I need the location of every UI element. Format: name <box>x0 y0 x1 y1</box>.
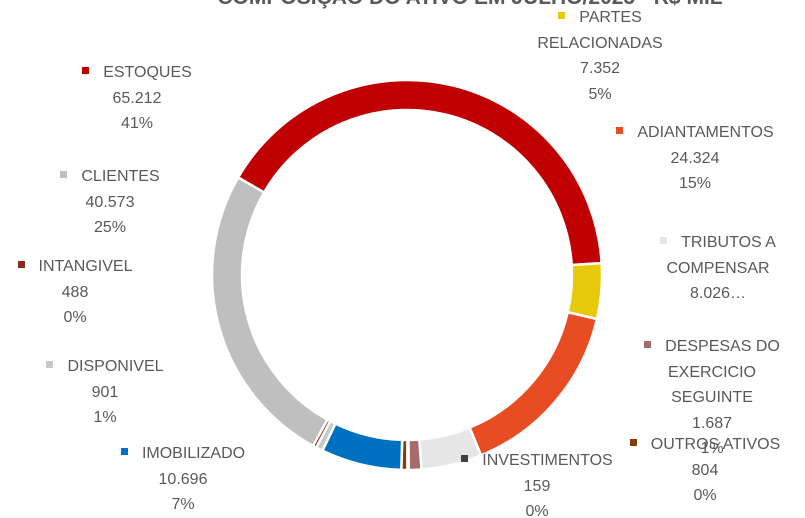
value-label: 40.573 <box>85 193 135 211</box>
slice <box>210 175 330 448</box>
data-label: IMOBILIZADO 10.696 7% <box>83 441 283 518</box>
data-label: CLIENTES 40.573 25% <box>10 164 210 241</box>
slice <box>566 261 604 321</box>
slice <box>236 78 603 267</box>
data-label: DISPONIVEL 901 1% <box>5 354 205 431</box>
category-name: INVESTIMENTOS <box>482 452 613 469</box>
percent-label: 0% <box>693 487 717 504</box>
value-label: 65.212 <box>112 89 162 107</box>
slice <box>320 421 404 472</box>
label-name: IMOBILIZADO <box>120 441 246 467</box>
label-name: PARTES RELACIONADAS <box>520 5 680 56</box>
label-name: DISPONIVEL <box>46 354 164 380</box>
legend-swatch <box>120 448 128 456</box>
label-name: OUTROS ATIVOS <box>629 432 781 458</box>
label-name: ADIANTAMENTOS <box>616 120 774 146</box>
chart-title: COMPOSIÇÃO DO ATIVO EM JULHO/2025 - R$ M… <box>0 0 805 10</box>
value-label: 159 <box>523 477 551 495</box>
data-label: DESPESAS DO EXERCICIO SEGUINTE 1.687 1% <box>642 334 782 462</box>
category-name: ADIANTAMENTOS <box>637 124 774 141</box>
legend-swatch <box>616 127 624 135</box>
slice <box>407 438 423 472</box>
label-name: ESTOQUES <box>82 60 192 86</box>
data-label: PARTES RELACIONADAS 7.352 5% <box>520 5 680 107</box>
percent-label: 1% <box>93 409 117 426</box>
legend-swatch <box>461 455 469 463</box>
legend-swatch <box>660 237 668 245</box>
percent-label: 7% <box>171 496 195 513</box>
category-name: ESTOQUES <box>103 64 192 81</box>
percent-label: 1% <box>700 440 724 457</box>
percent-label: 5% <box>588 85 612 103</box>
category-name: DISPONIVEL <box>67 358 164 375</box>
value-label: 10.696 <box>158 470 208 488</box>
category-name: TRIBUTOS A COMPENSAR <box>666 234 776 277</box>
value-label: 24.324 <box>670 149 720 167</box>
label-name: TRIBUTOS A COMPENSAR <box>658 230 778 281</box>
value-label: 901 <box>91 383 119 401</box>
value-label: 7.352 <box>579 60 621 77</box>
legend-swatch <box>644 341 652 349</box>
legend-swatch <box>629 439 637 447</box>
data-label: TRIBUTOS A COMPENSAR 8.026… <box>658 230 778 307</box>
data-label: OUTROS ATIVOS 804 0% <box>605 432 805 509</box>
legend-swatch <box>46 361 54 369</box>
data-label: INTANGIVEL 488 0% <box>0 254 175 331</box>
category-name: IMOBILIZADO <box>141 445 246 462</box>
label-name: DESPESAS DO EXERCICIO SEGUINTE <box>642 334 782 411</box>
label-name: CLIENTES <box>60 164 160 190</box>
percent-label: 25% <box>93 219 127 236</box>
label-name: INVESTIMENTOS <box>461 448 613 474</box>
value-label: 1.687 <box>691 414 733 432</box>
data-label: INVESTIMENTOS 159 0% <box>447 448 627 518</box>
percent-label: 15% <box>678 175 712 192</box>
legend-swatch <box>60 171 68 179</box>
value-label: 488 <box>61 283 89 301</box>
category-name: DESPESAS DO EXERCICIO SEGUINTE <box>665 338 780 406</box>
percent-label: 0% <box>63 309 87 326</box>
category-name: PARTES RELACIONADAS <box>537 9 663 52</box>
percent-label: 0% <box>525 503 549 518</box>
label-name: INTANGIVEL <box>17 254 133 280</box>
slice <box>467 310 599 458</box>
category-name: OUTROS ATIVOS <box>650 436 781 453</box>
legend-swatch <box>558 12 566 20</box>
legend-swatch <box>82 67 90 75</box>
value-label: 804 <box>691 461 719 479</box>
data-label: ADIANTAMENTOS 24.324 15% <box>595 120 795 197</box>
percent-label: 41% <box>120 115 154 132</box>
category-name: CLIENTES <box>81 168 160 185</box>
legend-swatch <box>17 261 25 269</box>
data-label: ESTOQUES 65.212 41% <box>37 60 237 137</box>
value-label: 8.026… <box>689 285 747 302</box>
category-name: INTANGIVEL <box>38 258 133 275</box>
